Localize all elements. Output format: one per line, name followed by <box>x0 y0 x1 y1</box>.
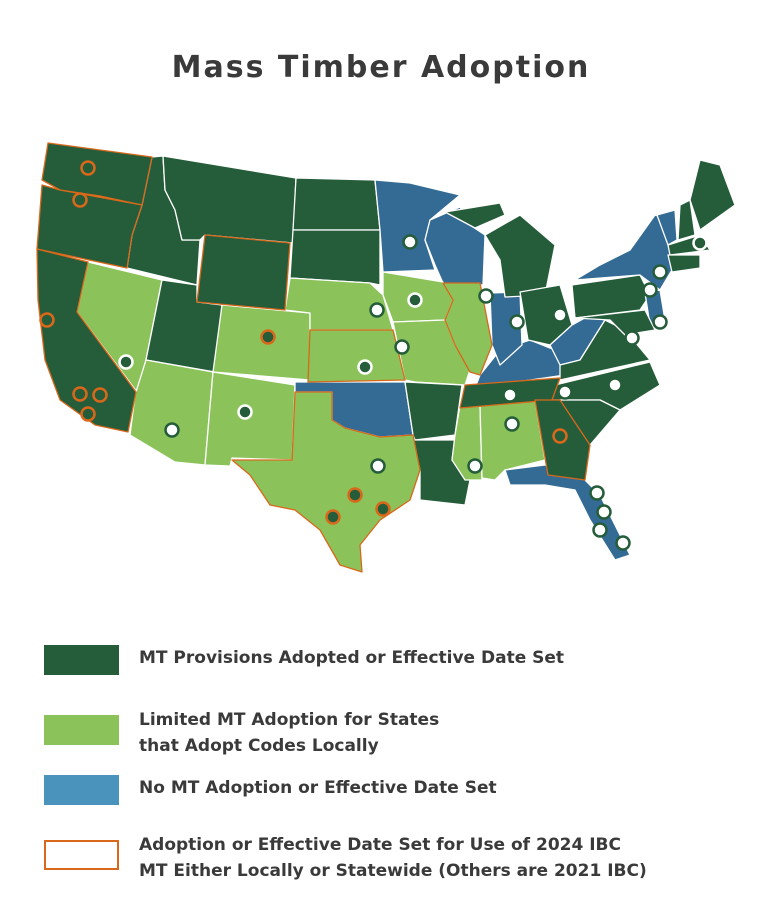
city-marker <box>164 422 180 438</box>
city-marker <box>557 384 573 400</box>
city-marker <box>509 314 525 330</box>
state-texas <box>231 391 421 573</box>
state-north-dakota <box>292 177 381 231</box>
city-marker <box>370 458 386 474</box>
legend-label-line2: that Adopt Codes Locally <box>139 736 379 756</box>
state-illinois <box>442 282 493 376</box>
us-map <box>36 142 736 573</box>
state-colorado <box>212 304 311 381</box>
legend-swatch-dark-green <box>44 645 119 675</box>
legend-swatch-orange-outline <box>44 840 119 870</box>
city-marker <box>589 485 605 501</box>
city-marker <box>504 416 520 432</box>
city-marker <box>407 292 423 308</box>
ibc-2024-city-marker <box>375 501 391 517</box>
state-montana <box>162 155 297 244</box>
state-washington <box>41 142 153 206</box>
state-kansas <box>307 329 406 383</box>
ibc-2024-city-marker <box>80 160 96 176</box>
ibc-2024-city-marker <box>72 192 88 208</box>
city-marker <box>369 302 385 318</box>
legend-label-block: Adoption or Effective Date Set for Use o… <box>139 832 647 884</box>
ibc-2024-city-marker <box>347 487 363 503</box>
state-new-hampshire <box>677 199 696 241</box>
ibc-2024-city-marker <box>92 387 108 403</box>
city-marker <box>607 377 623 393</box>
ibc-2024-city-marker <box>80 406 96 422</box>
city-marker <box>118 354 134 370</box>
ibc-2024-city-marker <box>260 329 276 345</box>
state-arkansas <box>404 381 463 441</box>
state-maryland-delaware <box>574 309 656 336</box>
legend-item-limited: Limited MT Adoption for States that Adop… <box>44 707 439 759</box>
state-michigan-upper <box>444 202 506 229</box>
city-marker <box>652 314 668 330</box>
city-marker <box>592 522 608 538</box>
city-marker <box>642 282 658 298</box>
city-marker <box>478 288 494 304</box>
state-wyoming <box>196 234 291 311</box>
legend-label: Limited MT Adoption for States <box>139 710 440 730</box>
ibc-2024-city-marker <box>552 428 568 444</box>
ibc-2024-city-marker <box>72 386 88 402</box>
city-marker <box>237 404 253 420</box>
city-marker <box>596 504 612 520</box>
legend-label: MT Provisions Adopted or Effective Date … <box>139 648 565 668</box>
legend-swatch-light-green <box>44 715 119 745</box>
city-marker <box>552 307 568 323</box>
city-marker <box>692 235 708 251</box>
legend-swatch-blue <box>44 775 119 805</box>
legend-item-adopted: MT Provisions Adopted or Effective Date … <box>44 645 564 675</box>
state-vermont <box>656 209 678 246</box>
state-connecticut-rhode-island <box>667 254 701 273</box>
state-michigan <box>484 214 556 298</box>
legend-label: Adoption or Effective Date Set for Use o… <box>139 835 621 855</box>
legend-item-2024-ibc: Adoption or Effective Date Set for Use o… <box>44 832 647 884</box>
city-marker <box>394 339 410 355</box>
city-marker <box>402 234 418 250</box>
map-title: Mass Timber Adoption <box>171 50 591 85</box>
city-marker <box>624 330 640 346</box>
ibc-2024-city-marker <box>325 509 341 525</box>
state-california <box>36 248 137 433</box>
state-south-dakota <box>289 229 381 286</box>
ibc-2024-city-marker <box>39 312 55 328</box>
city-marker <box>615 535 631 551</box>
legend-label: No MT Adoption or Effective Date Set <box>139 778 497 798</box>
city-marker <box>467 458 483 474</box>
city-marker <box>357 359 373 375</box>
state-maine <box>689 159 736 231</box>
state-new-mexico <box>204 371 296 467</box>
state-arizona <box>129 359 214 466</box>
city-marker <box>502 387 518 403</box>
city-marker <box>652 264 668 280</box>
state-pennsylvania <box>571 274 651 319</box>
legend-item-none: No MT Adoption or Effective Date Set <box>44 775 497 805</box>
legend-label-line2: MT Either Locally or Statewide (Others a… <box>139 861 647 881</box>
legend-label-block: Limited MT Adoption for States that Adop… <box>139 707 439 759</box>
